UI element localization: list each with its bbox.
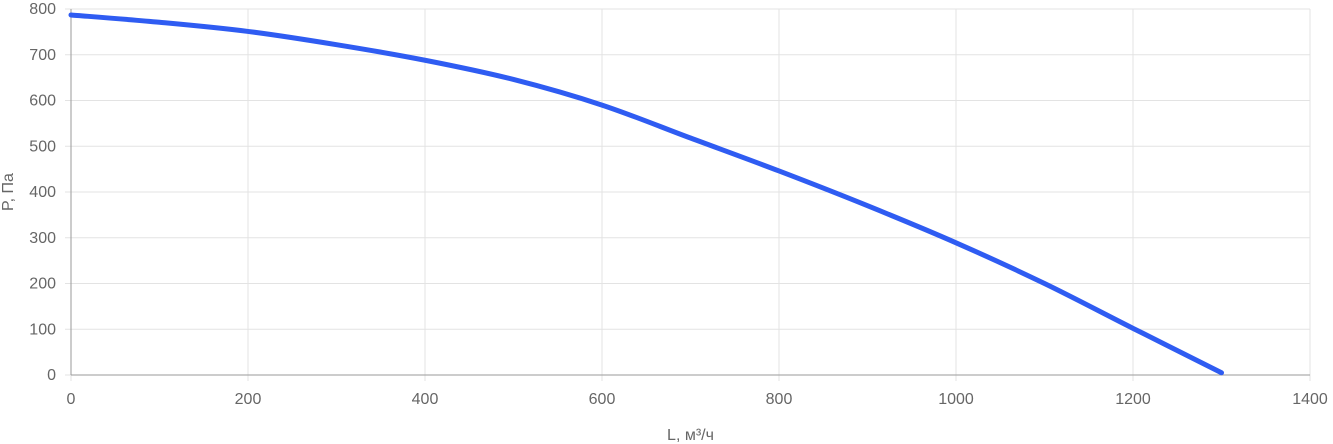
series-line <box>68 12 1224 376</box>
x-axis-title: L, м³/ч <box>667 427 714 444</box>
x-tick-label: 0 <box>67 391 76 408</box>
x-tick-label: 1200 <box>1115 391 1151 408</box>
y-tick-label: 100 <box>29 321 56 338</box>
x-tick-label: 1400 <box>1292 391 1328 408</box>
y-tick-label: 600 <box>29 93 56 110</box>
y-tick-label: 200 <box>29 276 56 293</box>
y-gridlines <box>65 8 1310 376</box>
y-tick-label: 300 <box>29 230 56 247</box>
series-layer <box>68 12 1224 376</box>
y-axis-title: P, Па <box>0 173 17 211</box>
y-tick-label: 0 <box>47 367 56 384</box>
x-tick-label: 1000 <box>938 391 974 408</box>
y-tick-label: 400 <box>29 184 56 201</box>
x-axis-tick-labels: 0 200 400 600 800 1000 1200 1400 <box>67 391 1328 408</box>
y-tick-label: 800 <box>29 1 56 18</box>
x-tick-label: 400 <box>412 391 439 408</box>
y-tick-label: 700 <box>29 47 56 64</box>
x-tick-label: 600 <box>589 391 616 408</box>
y-axis-tick-labels: 0 100 200 300 400 500 600 700 800 <box>29 1 56 384</box>
x-tick-label: 200 <box>235 391 262 408</box>
y-tick-label: 500 <box>29 138 56 155</box>
x-gridlines <box>70 9 1311 381</box>
x-tick-label: 800 <box>766 391 793 408</box>
